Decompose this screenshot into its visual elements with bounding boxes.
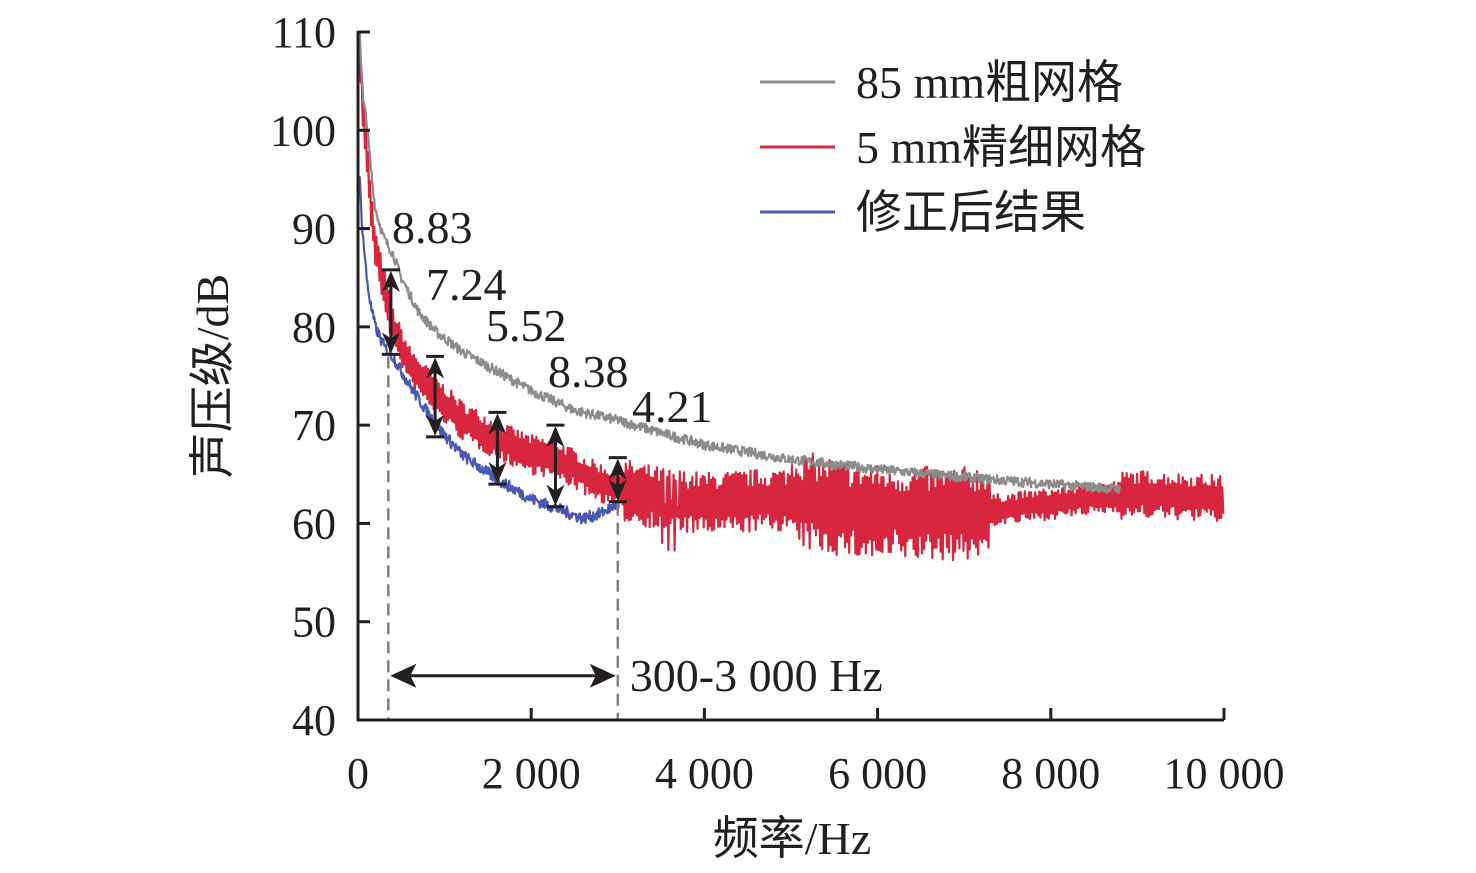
annotations: 300-3 000 Hz 8.83 7.245.528.384.21 [381,202,883,720]
x-tick-label: 6 000 [828,749,927,798]
legend-label: 5 mm精细网格 [856,122,1146,173]
diff-label: 7.24 [426,259,507,310]
legend-label: 修正后结果 [856,187,1086,238]
range-arrow-head-right [589,663,616,688]
x-tick-label: 10 000 [1164,749,1285,798]
diff-arrow-head-up [546,426,565,448]
y-tick-label: 90 [292,205,336,254]
y-tick-label: 110 [272,8,336,57]
diff-arrow-head-up [488,413,507,435]
series-line-1 [358,31,1225,562]
y-tick-label: 80 [292,303,336,352]
diff-arrow-head-down [546,484,565,506]
x-tick-label: 8 000 [1001,749,1100,798]
diff-label: 8.38 [548,346,629,397]
x-axis-title: 频率/Hz [713,813,871,864]
range-arrow-head-left [390,663,417,688]
series-line-0 [358,32,1121,495]
legend-label: 85 mm粗网格 [856,57,1123,108]
x-tick-label: 2 000 [482,749,581,798]
x-tick-label: 4 000 [655,749,754,798]
diff-label: 8.83 [392,202,473,253]
diff-label: 5.52 [486,300,567,351]
y-axis-title: 声压级/dB [187,274,238,478]
x-tick-label: 0 [347,749,369,798]
diff-arrow-head-up [426,357,445,379]
range-label: 300-3 000 Hz [630,650,883,701]
series-line-2 [358,176,619,525]
diff-arrow-head-down [608,479,627,501]
y-tick-label: 40 [292,696,336,745]
plot-series [358,31,1225,562]
y-tick-label: 100 [270,106,336,155]
diff-arrow-head-up [608,458,627,480]
diff-arrow-head-up [381,270,400,292]
axes: 40 50 60 70 80 90 100 110 0 2 000 4 000 6 000 8 000 1… [270,8,1285,798]
diff-arrow-head-down [426,414,445,436]
y-tick-label: 60 [292,499,336,548]
diff-arrow-head-down [381,332,400,354]
diff-label: 4.21 [632,381,713,432]
y-tick-label: 70 [292,401,336,450]
diff-arrow-head-down [488,462,507,484]
y-tick-label: 50 [292,598,336,647]
